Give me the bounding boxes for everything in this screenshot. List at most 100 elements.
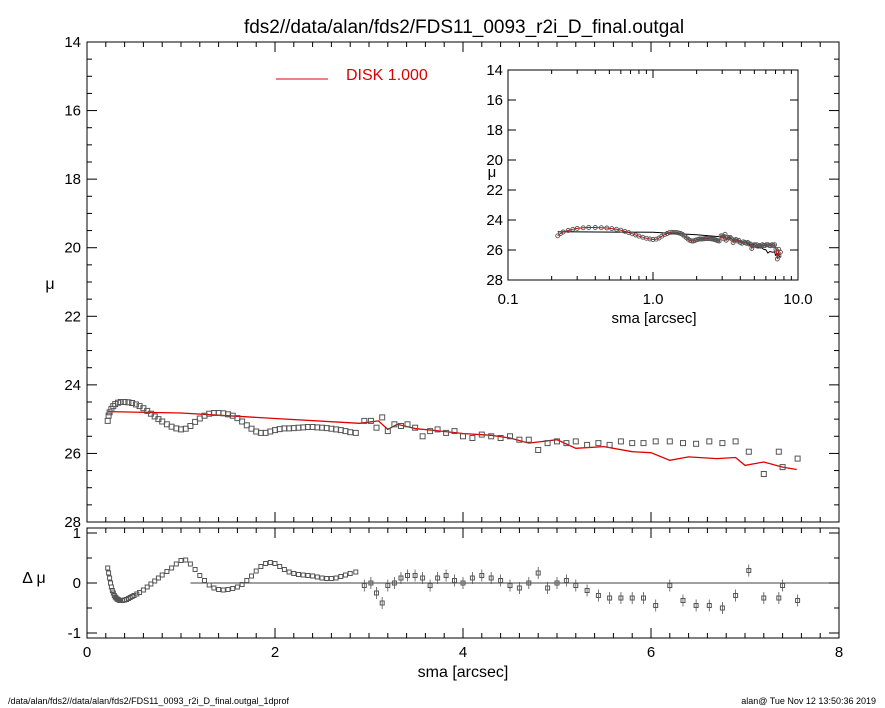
data-point (434, 426, 441, 433)
data-point (451, 428, 458, 435)
data-point (693, 440, 700, 447)
data-point (129, 400, 136, 406)
data-point (379, 414, 386, 421)
residual-point (353, 569, 359, 575)
residual-point (148, 581, 154, 587)
inset-data-point (662, 232, 667, 238)
inset-data-point (763, 242, 769, 248)
inset-data-point (664, 231, 670, 236)
inset-data-point (609, 226, 615, 232)
inset-data-point (718, 233, 724, 239)
residual-point (183, 557, 189, 563)
data-point (404, 421, 411, 428)
data-point (584, 441, 591, 448)
residual-point (680, 598, 686, 603)
residual-point (563, 578, 569, 583)
data-point (706, 438, 713, 445)
data-point (412, 424, 419, 431)
data-point (563, 440, 570, 447)
residual-point (211, 585, 217, 591)
residual-point (333, 575, 339, 581)
data-point (469, 435, 476, 441)
inset-data-point (570, 226, 576, 232)
residual-point (498, 578, 504, 583)
residual-point (169, 565, 175, 571)
inset-xtick-label: 1.0 (643, 291, 664, 308)
residual-point (746, 568, 752, 573)
inset-data-point (604, 225, 610, 231)
residual-point (258, 564, 264, 569)
main-ytick-label: 18 (64, 171, 81, 188)
residual-point (277, 564, 283, 569)
residual-point (584, 588, 590, 593)
residual-point (192, 567, 198, 572)
residual-point (595, 593, 601, 598)
data-point (419, 433, 426, 440)
inset-data-point (614, 226, 619, 232)
residual-point (286, 569, 292, 575)
data-point (488, 433, 495, 440)
residual-point (719, 605, 725, 611)
residual-point (338, 574, 344, 579)
residual-point (526, 580, 532, 586)
residual-point (159, 572, 165, 578)
main-panel: 14 16 18 20 22 24 26 28 μ DISK 1.000 (45, 34, 840, 531)
residual-point (776, 595, 782, 601)
data-point (443, 429, 450, 436)
residual-point (554, 580, 560, 586)
inset-data-point (773, 246, 779, 252)
inset-data-point (560, 229, 566, 235)
inset-xlabel: sma [arcsec] (611, 310, 696, 327)
residual-point (291, 571, 297, 576)
data-point (779, 464, 786, 471)
inset-data-point (720, 233, 726, 239)
data-point (554, 438, 560, 445)
data-point (516, 436, 523, 443)
residual-point (144, 584, 150, 590)
residual-panel: 10-10 2 4 6 8 Δ μ sma [arcsec] (22, 525, 843, 681)
residual-point (202, 578, 207, 583)
data-point (125, 399, 132, 406)
main-ytick-label: 14 (64, 34, 81, 51)
main-ylabel: μ (45, 276, 54, 293)
inset-data-point (722, 231, 728, 237)
residual-point (653, 603, 659, 608)
inset-data-point (633, 232, 639, 238)
data-point (629, 440, 636, 447)
inset-data-point (565, 228, 571, 233)
residual-point (573, 583, 579, 588)
residual-point (452, 578, 457, 583)
data-point (367, 417, 374, 424)
data-point (640, 440, 647, 447)
residual-point (412, 573, 418, 578)
residual-point (516, 585, 522, 591)
residual-point (300, 572, 306, 578)
residual-point (225, 587, 231, 592)
inset-xtick-label: 10.0 (783, 291, 812, 308)
residual-point (267, 560, 273, 565)
inset-data-point (643, 235, 649, 241)
inset-data-point (653, 236, 659, 242)
data-point (347, 429, 354, 436)
residual-point (368, 580, 374, 586)
inset-data-point (598, 225, 604, 231)
legend-label: DISK 1.000 (346, 67, 428, 84)
residual-point (230, 586, 236, 591)
inset-data-point (580, 225, 586, 231)
inset-data-point (676, 230, 681, 236)
residual-point (693, 603, 699, 608)
residual-point (385, 583, 391, 588)
residual-point (239, 582, 245, 587)
residual-point (374, 590, 379, 596)
main-ytick-label: 22 (64, 308, 81, 325)
residual-point (469, 575, 475, 581)
x-tick-label: 0 (83, 644, 91, 661)
residual-point (420, 575, 426, 581)
chart-title: fds2//data/alan/fds2/FDS11_0093_r2i_D_fi… (244, 17, 684, 38)
data-point (391, 421, 398, 428)
residual-point (152, 578, 158, 584)
data-point (606, 441, 613, 448)
residual-point (197, 573, 203, 578)
data-point (384, 428, 391, 435)
residual-point (706, 603, 712, 608)
